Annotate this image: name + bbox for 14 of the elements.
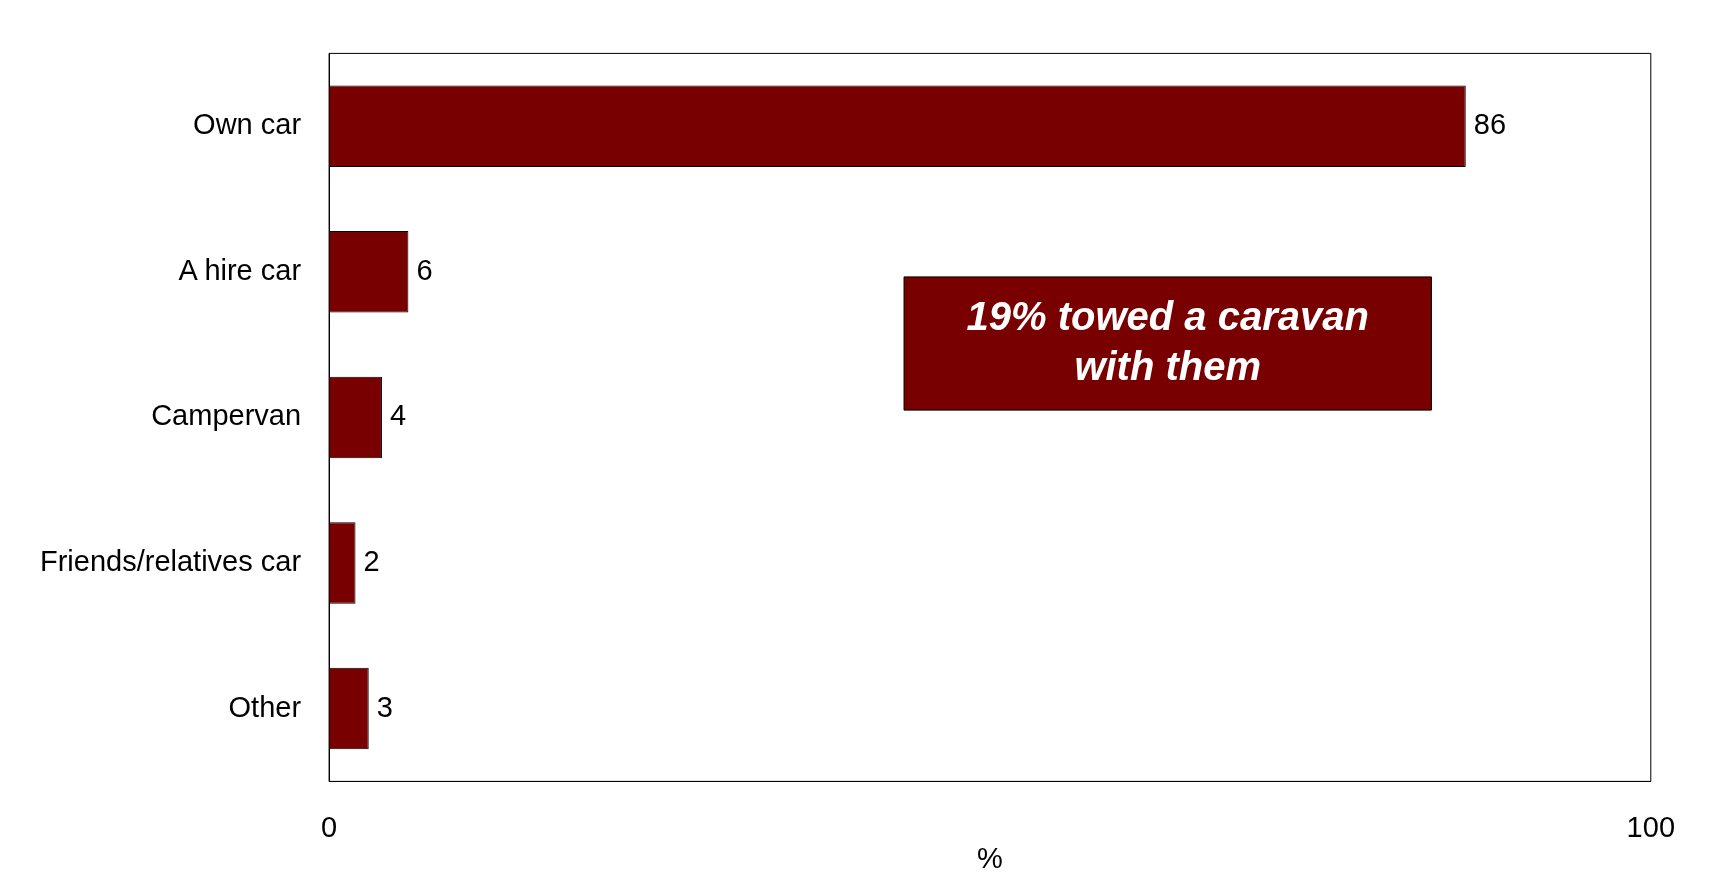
x-tick-label: 0 xyxy=(321,810,338,843)
data-label: 86 xyxy=(1473,108,1507,141)
annotation: 19% towed a caravan with them xyxy=(966,293,1369,388)
y-tick-label: Friends/relatives car xyxy=(39,545,302,577)
data-label: 3 xyxy=(376,690,393,723)
x-tick-label: 100 xyxy=(1626,810,1675,843)
y-tick-label: Own car xyxy=(193,108,302,141)
y-tick-label: Other xyxy=(228,690,302,723)
y-tick-label: Campervan xyxy=(151,399,302,432)
data-label: 6 xyxy=(416,253,433,286)
x-axis-title: % xyxy=(977,841,1003,874)
y-tick-label: A hire car xyxy=(178,253,302,286)
data-label: 2 xyxy=(363,545,380,577)
data-label: 4 xyxy=(389,399,407,432)
